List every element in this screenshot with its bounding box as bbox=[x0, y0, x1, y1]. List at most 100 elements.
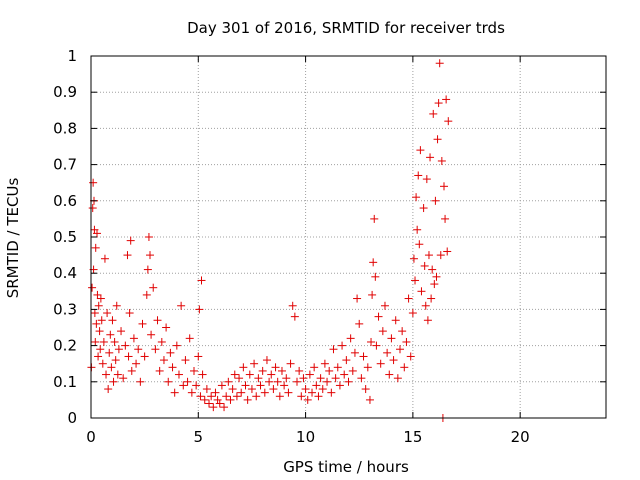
data-point bbox=[402, 337, 411, 346]
data-point bbox=[412, 193, 421, 202]
data-point bbox=[149, 283, 158, 292]
y-tick-label: 0 bbox=[67, 409, 77, 427]
data-point bbox=[427, 294, 436, 303]
data-point bbox=[113, 370, 122, 379]
data-point bbox=[434, 99, 443, 108]
data-point bbox=[202, 385, 211, 394]
data-point bbox=[88, 283, 97, 292]
data-point bbox=[282, 374, 291, 383]
data-point bbox=[200, 395, 209, 404]
data-point bbox=[94, 301, 103, 310]
data-point bbox=[222, 392, 231, 401]
data-point bbox=[275, 392, 284, 401]
data-point bbox=[443, 247, 452, 256]
data-point bbox=[258, 366, 267, 375]
data-point bbox=[243, 395, 252, 404]
data-point bbox=[164, 377, 173, 386]
data-point bbox=[213, 395, 222, 404]
data-point bbox=[265, 377, 274, 386]
data-point bbox=[372, 341, 381, 350]
data-point bbox=[138, 319, 147, 328]
data-point bbox=[338, 341, 347, 350]
data-point bbox=[430, 280, 439, 289]
data-point bbox=[90, 309, 99, 318]
data-point bbox=[301, 385, 310, 394]
y-tick-label: 0.6 bbox=[53, 192, 77, 210]
data-point bbox=[132, 359, 141, 368]
data-point bbox=[157, 337, 166, 346]
data-point bbox=[305, 370, 314, 379]
data-point bbox=[290, 312, 299, 321]
data-point bbox=[108, 316, 117, 325]
y-tick-label: 0.8 bbox=[53, 119, 77, 137]
data-point bbox=[121, 341, 130, 350]
data-point bbox=[111, 356, 120, 365]
data-point bbox=[100, 254, 109, 263]
data-point bbox=[123, 251, 132, 260]
data-point bbox=[378, 327, 387, 336]
x-tick-label: 10 bbox=[296, 428, 315, 446]
data-point bbox=[159, 356, 168, 365]
data-point bbox=[89, 178, 98, 187]
data-point bbox=[187, 388, 196, 397]
data-point bbox=[271, 363, 280, 372]
y-tick-label: 1 bbox=[67, 47, 77, 65]
data-point bbox=[99, 337, 108, 346]
data-point bbox=[389, 356, 398, 365]
data-point bbox=[295, 366, 304, 375]
y-tick-label: 0.2 bbox=[53, 337, 77, 355]
data-point bbox=[94, 352, 103, 361]
chart-title: Day 301 of 2016, SRMTID for receiver trd… bbox=[187, 19, 505, 37]
data-point bbox=[211, 388, 220, 397]
data-point bbox=[323, 377, 332, 386]
data-point bbox=[293, 377, 301, 386]
data-point bbox=[385, 370, 394, 379]
data-point bbox=[239, 363, 248, 372]
data-point bbox=[429, 109, 438, 118]
data-point bbox=[280, 381, 289, 390]
data-point bbox=[308, 388, 317, 397]
data-point bbox=[147, 330, 156, 339]
data-point bbox=[235, 374, 244, 383]
data-point bbox=[348, 366, 357, 375]
data-point bbox=[207, 392, 216, 401]
data-point bbox=[416, 146, 425, 155]
data-point bbox=[117, 327, 126, 336]
axis-ticks: 00.10.20.30.40.50.60.70.80.910 5 10 15 20 bbox=[53, 47, 606, 446]
data-point bbox=[391, 316, 400, 325]
data-point bbox=[103, 309, 112, 318]
data-point bbox=[312, 381, 321, 390]
data-point bbox=[333, 363, 342, 372]
data-point bbox=[370, 214, 379, 223]
data-point bbox=[170, 388, 179, 397]
data-point bbox=[432, 272, 441, 281]
data-point bbox=[442, 95, 451, 104]
data-point bbox=[254, 374, 263, 383]
data-point bbox=[241, 381, 250, 390]
data-point bbox=[119, 374, 128, 383]
data-point bbox=[190, 366, 198, 375]
data-point bbox=[93, 229, 102, 238]
data-point bbox=[417, 287, 426, 296]
data-point bbox=[424, 251, 433, 260]
data-point bbox=[107, 363, 116, 372]
data-point bbox=[325, 366, 334, 375]
data-points bbox=[87, 59, 453, 422]
data-point bbox=[88, 204, 97, 213]
data-point bbox=[98, 359, 107, 368]
data-point bbox=[404, 294, 413, 303]
data-point bbox=[269, 385, 278, 394]
data-point bbox=[196, 392, 205, 401]
x-tick-label: 5 bbox=[194, 428, 204, 446]
data-point bbox=[185, 334, 194, 343]
data-point bbox=[197, 276, 206, 285]
grid-lines bbox=[91, 56, 606, 418]
data-point bbox=[357, 374, 366, 383]
data-point bbox=[109, 377, 118, 386]
data-point bbox=[421, 301, 430, 310]
data-point bbox=[166, 348, 175, 357]
data-point bbox=[136, 377, 145, 386]
data-point bbox=[192, 381, 201, 390]
data-point bbox=[220, 403, 229, 412]
